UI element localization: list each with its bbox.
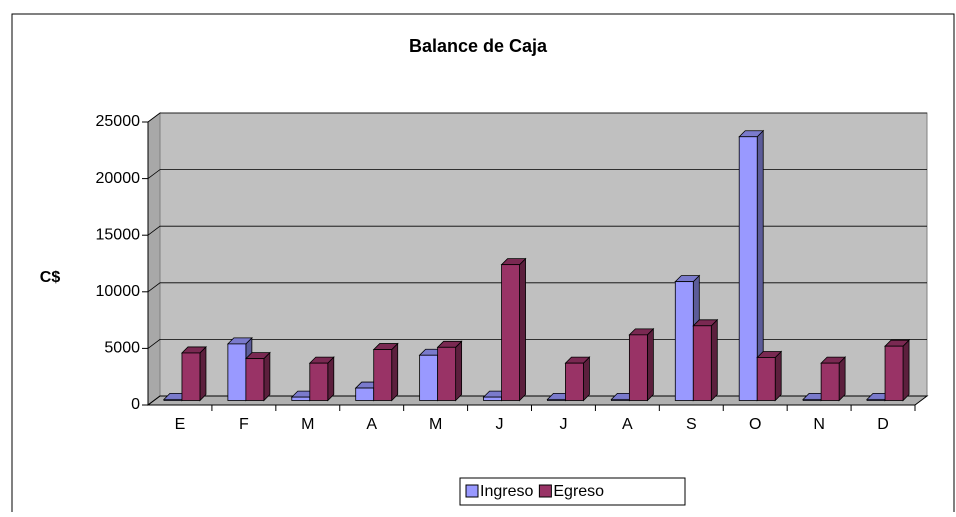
bar — [756, 357, 776, 401]
bar — [163, 398, 183, 401]
bar — [419, 354, 439, 401]
x-tick-label: S — [686, 416, 697, 433]
bar — [227, 343, 247, 401]
bar-side — [519, 257, 526, 402]
y-tick-label: 20000 — [96, 170, 141, 187]
grid-line — [147, 395, 927, 406]
bar — [483, 396, 502, 401]
bar-side — [391, 342, 399, 402]
bar — [866, 398, 886, 401]
legend: Ingreso Egreso — [459, 477, 686, 506]
bar-side — [583, 356, 590, 402]
chart-title: Balance de Caja — [409, 36, 548, 56]
bar — [628, 334, 648, 401]
grid-line — [147, 225, 927, 236]
x-tick-label: J — [496, 416, 504, 433]
bar — [610, 398, 630, 401]
bar-side — [710, 318, 718, 402]
bar — [547, 398, 566, 401]
back-wall — [159, 112, 928, 397]
bar — [245, 358, 265, 401]
bar — [692, 325, 712, 401]
legend-label: Ingreso — [480, 483, 533, 500]
x-tick-label: D — [877, 416, 889, 433]
bar-side — [327, 356, 335, 402]
side-wall — [147, 112, 161, 406]
bar-side — [199, 345, 207, 402]
y-tick-label: 10000 — [96, 283, 141, 300]
bar-side — [838, 356, 846, 402]
legend-box — [459, 477, 686, 506]
bar — [309, 362, 329, 401]
bar — [501, 264, 520, 401]
x-tick-label: J — [559, 416, 567, 433]
legend-swatch — [538, 484, 552, 498]
bar — [802, 398, 822, 401]
x-tick-label: M — [301, 416, 314, 433]
y-tick-label: 0 — [131, 396, 140, 413]
legend-swatch — [465, 484, 479, 498]
grid-line — [147, 338, 927, 349]
x-tick-label: O — [749, 416, 761, 433]
bar — [674, 281, 694, 401]
bar — [738, 136, 758, 401]
bar — [884, 345, 904, 401]
bar-side — [646, 327, 654, 402]
y-axis-label: C$ — [40, 269, 61, 286]
x-tick-label: N — [813, 416, 825, 433]
x-tick-label: M — [429, 416, 442, 433]
bar — [437, 346, 457, 401]
grid-line — [147, 282, 927, 293]
bar-side — [263, 351, 271, 402]
bar — [373, 349, 393, 401]
bar — [355, 387, 375, 401]
grid-line — [147, 169, 927, 179]
bar-side — [455, 340, 463, 402]
bar-side — [902, 339, 910, 402]
legend-label: Egreso — [553, 483, 604, 500]
bar-side — [774, 350, 782, 402]
y-tick-label: 5000 — [104, 340, 140, 357]
y-tick-label: 15000 — [96, 226, 141, 243]
x-tick-label: F — [239, 416, 249, 433]
x-tick-label: A — [366, 416, 377, 433]
x-tick-label: A — [622, 416, 633, 433]
grid-line — [147, 112, 927, 123]
bar — [291, 396, 311, 401]
bar — [565, 362, 584, 401]
x-tick-label: E — [175, 416, 186, 433]
bar — [181, 352, 201, 401]
y-tick-label: 25000 — [96, 113, 141, 130]
bar — [820, 362, 840, 401]
